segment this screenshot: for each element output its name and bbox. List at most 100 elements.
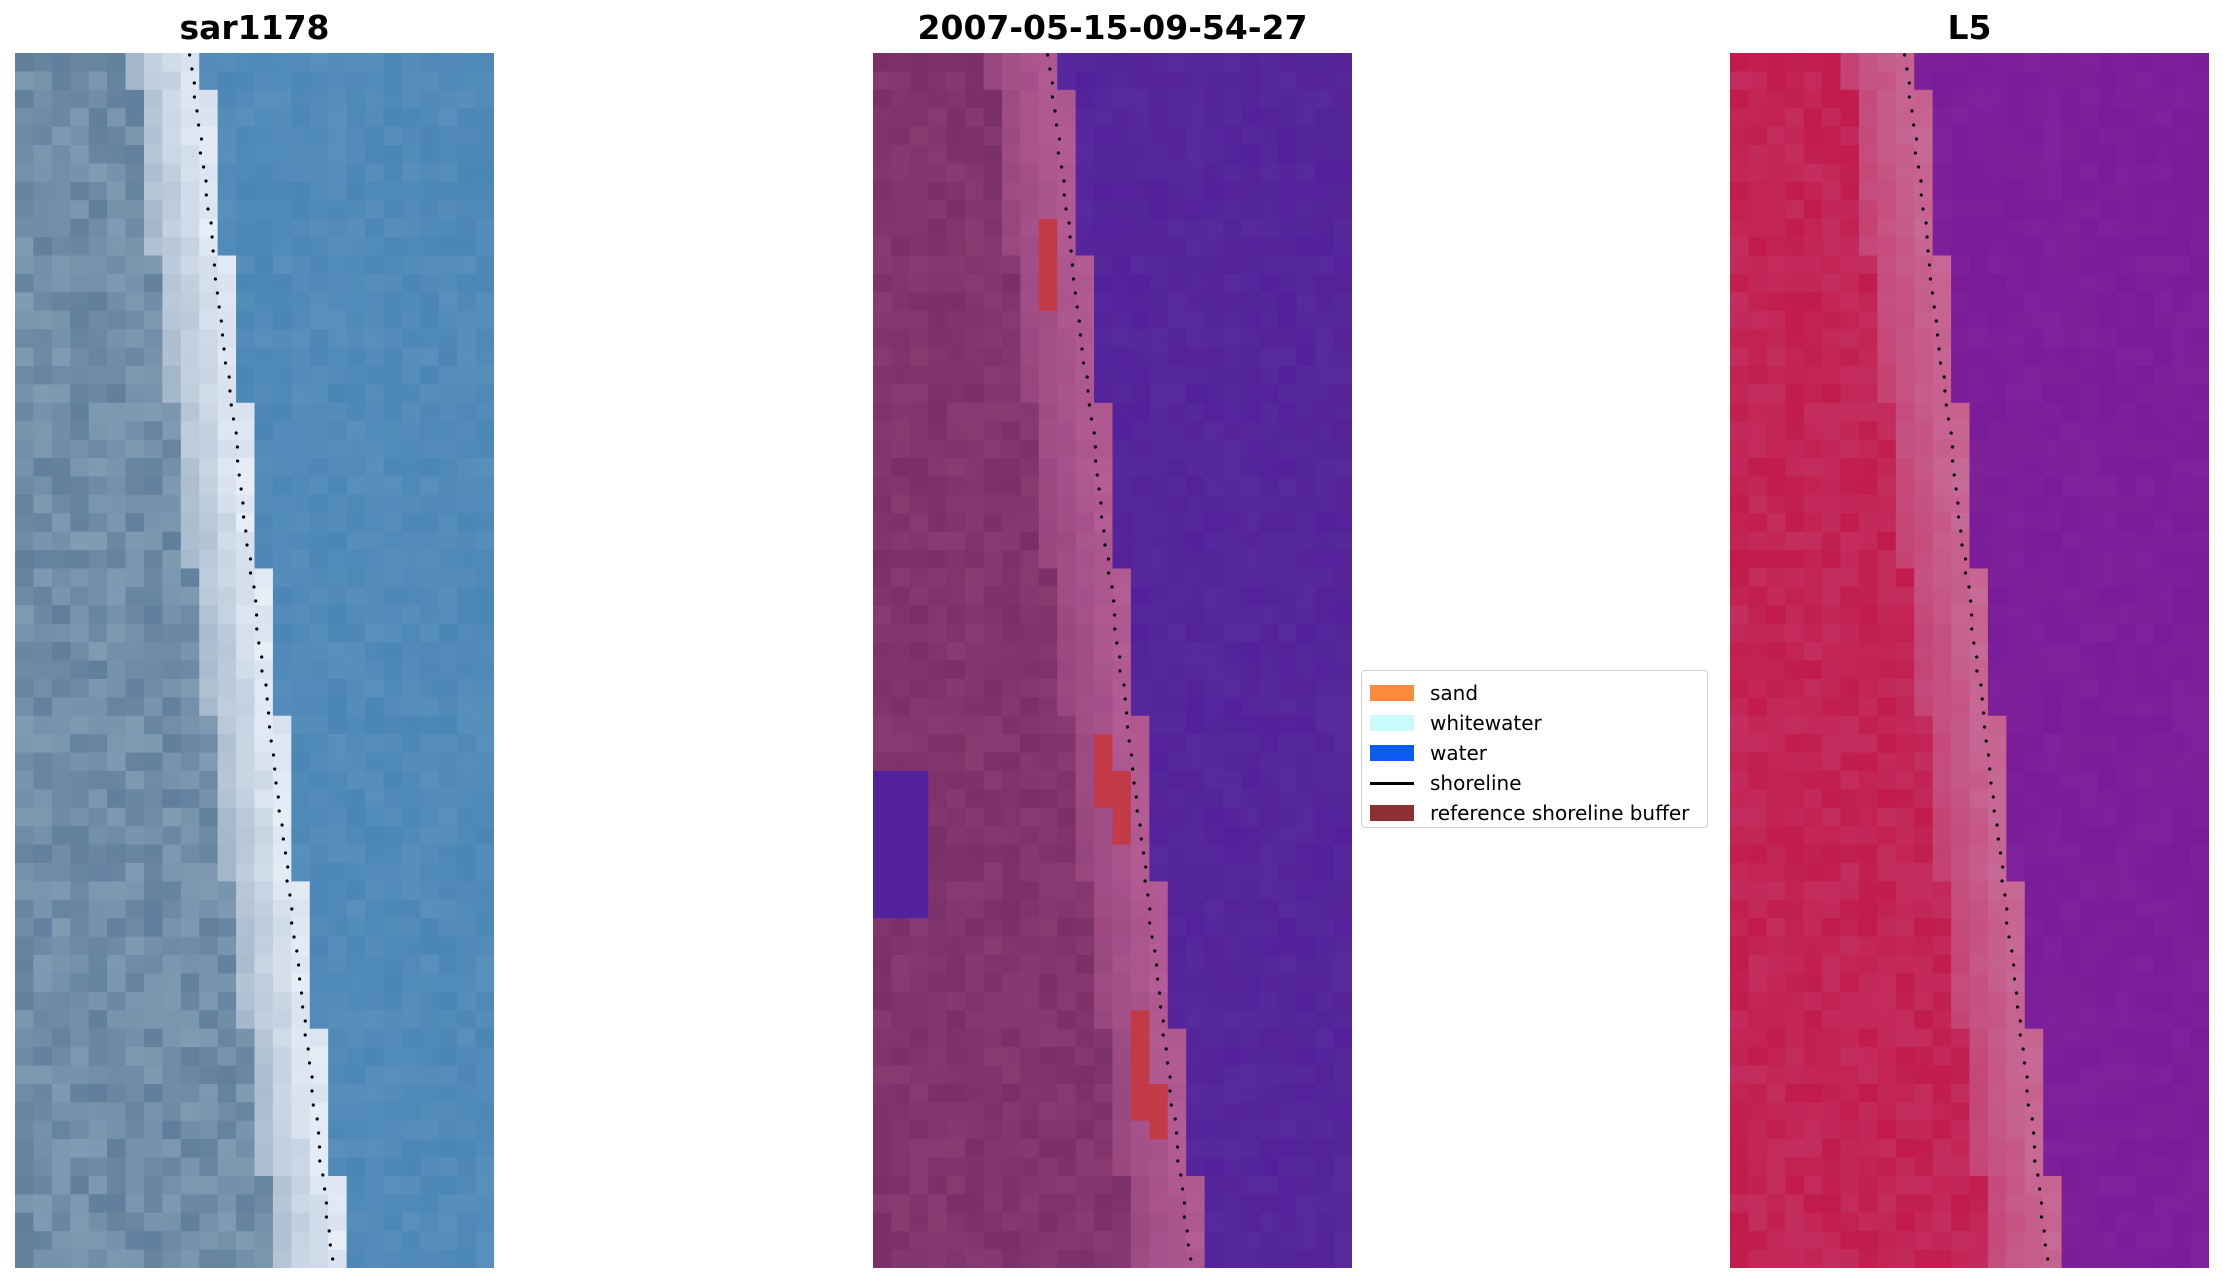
image-pixel [873,991,893,1011]
image-pixel [1951,402,1971,422]
image-pixel [1315,678,1335,698]
image-pixel [946,126,966,146]
image-pixel [891,844,911,864]
image-pixel [965,752,985,772]
image-pixel [365,1047,385,1067]
image-pixel [309,329,329,349]
image-pixel [2006,402,2026,422]
image-pixel [1038,365,1058,385]
image-pixel [1057,53,1077,73]
image-pixel [2135,108,2155,128]
image-pixel [2153,844,2173,864]
image-pixel [1057,126,1077,146]
image-pixel [51,421,71,441]
image-pixel [70,71,90,91]
image-pixel [2116,421,2136,441]
image-pixel [15,53,35,73]
shoreline-point [1069,249,1073,253]
image-pixel [1278,881,1298,901]
image-pixel [1877,660,1897,680]
image-pixel [1278,642,1298,662]
image-pixel [420,918,440,938]
image-pixel [1877,218,1897,238]
image-pixel [272,1194,292,1214]
image-pixel [1112,605,1132,625]
image-pixel [891,1065,911,1085]
image-pixel [2024,237,2044,257]
image-pixel [1969,623,1989,643]
image-pixel [33,1249,53,1268]
image-pixel [254,531,274,551]
image-pixel [1223,807,1243,827]
image-pixel [1877,770,1897,790]
image-pixel [1858,329,1878,349]
image-pixel [2098,807,2118,827]
image-pixel [1112,844,1132,864]
image-pixel [2024,899,2044,919]
image-pixel [33,310,53,330]
image-pixel [1877,531,1897,551]
image-pixel [1223,273,1243,293]
shoreline-point [252,585,256,589]
image-pixel [1204,789,1224,809]
image-pixel [1020,844,1040,864]
image-pixel [1785,568,1805,588]
image-pixel [1038,715,1058,735]
image-pixel [475,1120,494,1140]
image-pixel [1748,347,1768,367]
image-pixel [2098,899,2118,919]
image-pixel [420,605,440,625]
image-pixel [1001,108,1021,128]
image-pixel [1766,899,1786,919]
image-pixel [217,586,237,606]
image-pixel [2190,347,2209,367]
image-pixel [1766,71,1786,91]
image-pixel [475,513,494,533]
image-pixel [1785,439,1805,459]
image-pixel [1333,1139,1352,1159]
image-pixel [254,955,274,975]
image-pixel [383,1102,403,1122]
image-pixel [965,770,985,790]
image-pixel [1075,439,1095,459]
image-pixel [33,863,53,883]
image-pixel [346,1028,366,1048]
image-pixel [401,218,421,238]
image-pixel [1112,1157,1132,1177]
image-pixel [2061,421,2081,441]
image-pixel [1020,715,1040,735]
image-pixel [2135,623,2155,643]
image-pixel [438,991,458,1011]
image-pixel [420,1102,440,1122]
image-pixel [199,1175,219,1195]
shoreline-point [1161,1033,1165,1037]
image-pixel [1333,1120,1352,1140]
image-pixel [1296,844,1316,864]
image-pixel [2006,200,2026,220]
image-pixel [909,568,929,588]
image-pixel [983,715,1003,735]
image-pixel [383,1175,403,1195]
image-pixel [1803,660,1823,680]
image-pixel [2116,347,2136,367]
image-pixel [1914,108,1934,128]
image-pixel [33,697,53,717]
image-pixel [457,568,477,588]
image-pixel [401,1047,421,1067]
image-pixel [1932,752,1952,772]
image-pixel [328,145,348,165]
image-pixel [909,200,929,220]
image-pixel [70,918,90,938]
image-pixel [33,770,53,790]
image-pixel [1987,53,2007,73]
image-pixel [217,292,237,312]
image-pixel [2116,955,2136,975]
image-pixel [70,384,90,404]
image-pixel [2172,550,2192,570]
image-pixel [1130,807,1150,827]
image-pixel [346,660,366,680]
image-pixel [457,1157,477,1177]
image-pixel [1241,531,1261,551]
image-pixel [891,1083,911,1103]
image-pixel [946,1157,966,1177]
